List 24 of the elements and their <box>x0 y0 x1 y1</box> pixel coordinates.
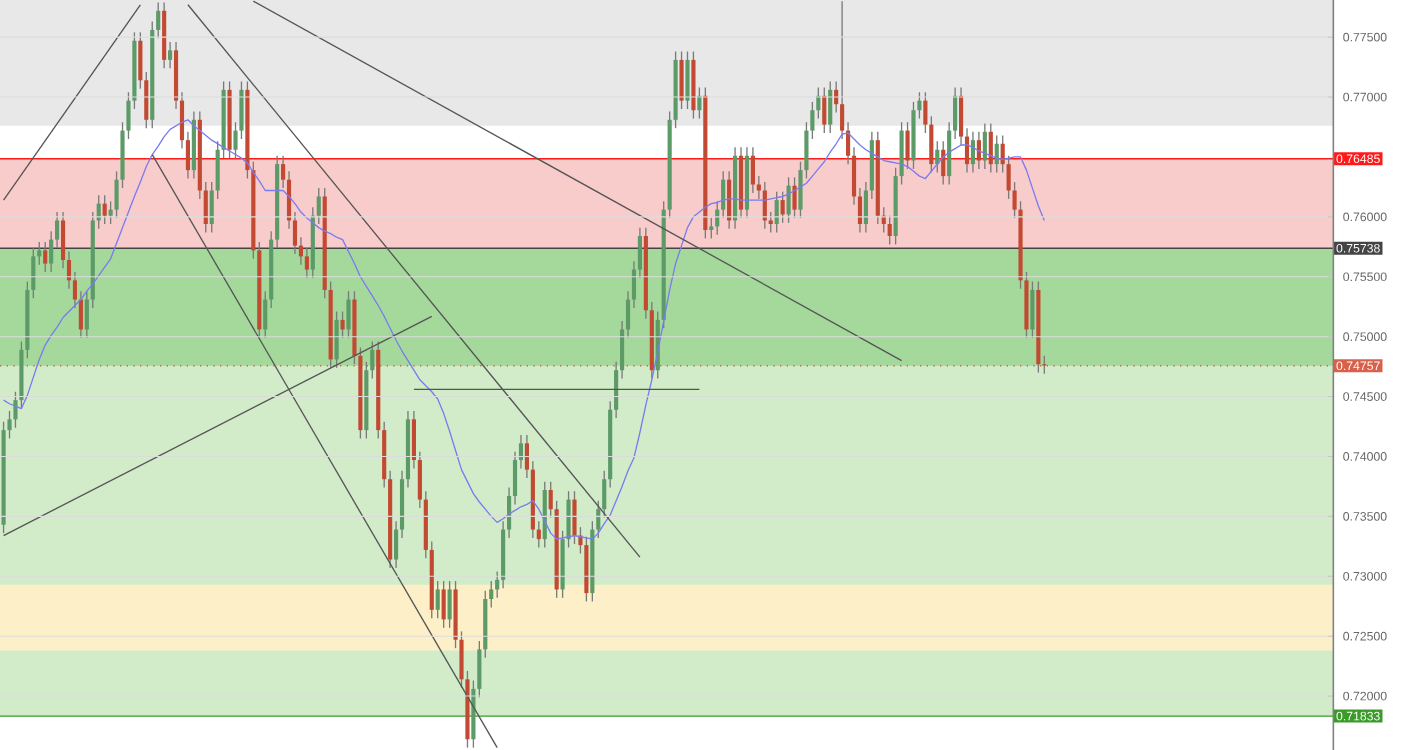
candlestick <box>887 214 892 246</box>
candlestick <box>905 121 910 170</box>
candlestick <box>976 131 981 170</box>
candlestick <box>685 50 690 110</box>
candlestick <box>340 310 345 339</box>
candlestick <box>750 146 755 194</box>
candlestick <box>709 217 714 240</box>
candlestick <box>441 580 446 629</box>
candlestick <box>334 310 339 369</box>
candlestick <box>988 122 993 174</box>
candlestick <box>780 191 785 224</box>
candlestick <box>435 580 440 619</box>
candlestick <box>102 194 107 225</box>
candlestick <box>822 86 827 134</box>
candlestick <box>43 241 48 273</box>
candlestick <box>970 131 976 174</box>
candlestick <box>1030 280 1035 339</box>
candlestick <box>346 290 351 339</box>
candlestick <box>679 50 684 110</box>
candlestick <box>792 176 797 219</box>
candlestick <box>447 580 452 629</box>
candlestick <box>982 122 987 170</box>
candlestick <box>828 80 833 134</box>
candlestick <box>168 41 173 69</box>
